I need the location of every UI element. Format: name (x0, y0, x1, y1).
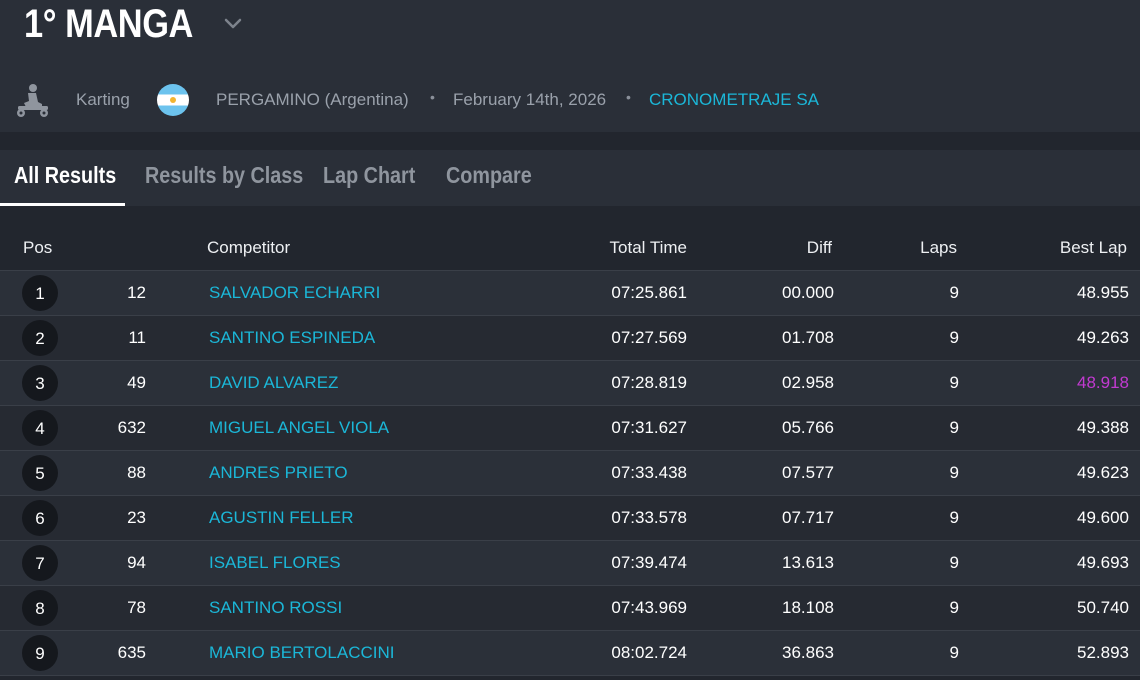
kart-number: 23 (127, 508, 146, 527)
col-total-time[interactable]: Total Time (609, 238, 687, 257)
diff-time: 01.708 (782, 328, 834, 347)
position-badge: 1 (22, 275, 58, 311)
total-time: 08:02.724 (611, 643, 687, 662)
kart-icon (17, 84, 48, 117)
laps-count: 9 (949, 283, 959, 302)
position-badge: 7 (22, 545, 58, 581)
laps-count: 9 (949, 418, 959, 437)
table-row[interactable]: 4 632 MIGUEL ANGEL VIOLA 07:31.627 05.766 9 49… (0, 406, 1140, 451)
laps-count: 9 (949, 598, 959, 617)
competitor-link[interactable]: ISABEL FLORES (209, 553, 341, 572)
kart-number: 635 (117, 643, 146, 662)
tab-all-results[interactable]: All Results (14, 162, 117, 188)
meta-separator: • (430, 89, 435, 105)
total-time: 07:33.438 (611, 463, 687, 482)
position-badge: 5 (22, 455, 58, 491)
kart-number: 78 (127, 598, 146, 617)
diff-time: 02.958 (782, 373, 834, 392)
laps-count: 9 (949, 328, 959, 347)
diff-time: 13.613 (782, 553, 834, 572)
laps-count: 9 (949, 643, 959, 662)
table-row[interactable]: 3 49 DAVID ALVAREZ 07:28.819 02.958 9 48.918 (0, 361, 1140, 406)
total-time: 07:33.578 (611, 508, 687, 527)
diff-time: 05.766 (782, 418, 834, 437)
col-pos[interactable]: Pos (23, 238, 53, 257)
position-badge: 8 (22, 590, 58, 626)
kart-number: 88 (127, 463, 146, 482)
location-label: PERGAMINO (Argentina) (216, 90, 409, 109)
tab-results-by-class[interactable]: Results by Class (145, 162, 304, 188)
total-time: 07:25.861 (611, 283, 687, 302)
header-spacer (0, 132, 1140, 150)
competitor-link[interactable]: MARIO BERTOLACCINI (209, 643, 395, 662)
meta-separator: • (626, 89, 631, 105)
total-time: 07:28.819 (611, 373, 687, 392)
event-header: 1° MANGA Karting PERGAMINO (Argentina) •… (0, 0, 1140, 132)
position-badge: 6 (22, 500, 58, 536)
results-tabs: All Results Results by Class Lap Chart C… (0, 150, 1140, 206)
competitor-link[interactable]: SANTINO ESPINEDA (209, 328, 376, 347)
kart-number: 11 (128, 328, 146, 347)
table-row[interactable]: 9 635 MARIO BERTOLACCINI 08:02.724 36.863 9 52… (0, 631, 1140, 676)
best-lap-time: 49.388 (1077, 418, 1129, 437)
best-lap-time: 48.955 (1077, 283, 1129, 302)
table-row[interactable]: 1 12 SALVADOR ECHARRI 07:25.861 00.000 9 48.95… (0, 271, 1140, 316)
col-best-lap[interactable]: Best Lap (1059, 238, 1127, 257)
table-row[interactable]: 5 88 ANDRES PRIETO 07:33.438 07.577 9 49.623 (0, 451, 1140, 496)
table-row[interactable]: 8 78 SANTINO ROSSI 07:43.969 18.108 9 50.740 (0, 586, 1140, 631)
competitor-link[interactable]: AGUSTIN FELLER (209, 508, 354, 527)
col-competitor[interactable]: Competitor (207, 238, 291, 257)
total-time: 07:43.969 (611, 598, 687, 617)
total-time: 07:39.474 (611, 553, 687, 572)
position-badge: 9 (22, 635, 58, 671)
table-row[interactable]: 7 94 ISABEL FLORES 07:39.474 13.613 9 49.693 (0, 541, 1140, 586)
kart-number: 12 (127, 283, 146, 302)
page-title: 1° MANGA (24, 2, 193, 46)
kart-number: 94 (127, 553, 146, 572)
diff-time: 18.108 (782, 598, 834, 617)
laps-count: 9 (949, 373, 959, 392)
col-diff[interactable]: Diff (806, 238, 832, 257)
best-lap-time: 52.893 (1077, 643, 1129, 662)
laps-count: 9 (949, 508, 959, 527)
table-header: Pos Competitor Total Time Diff Laps Best… (0, 226, 1140, 271)
best-lap-time: 49.600 (1077, 508, 1129, 527)
best-lap-time: 49.623 (1077, 463, 1129, 482)
competitor-link[interactable]: SALVADOR ECHARRI (209, 283, 381, 302)
col-laps[interactable]: Laps (920, 238, 957, 257)
competitor-link[interactable]: SANTINO ROSSI (209, 598, 343, 617)
competitor-link[interactable]: ANDRES PRIETO (209, 463, 348, 482)
total-time: 07:31.627 (611, 418, 687, 437)
tab-lap-chart[interactable]: Lap Chart (323, 162, 416, 188)
best-lap-time: 49.263 (1077, 328, 1129, 347)
organizer-link[interactable]: CRONOMETRAJE SA (649, 90, 820, 109)
position-badge: 2 (22, 320, 58, 356)
competitor-link[interactable]: MIGUEL ANGEL VIOLA (209, 418, 390, 437)
sport-label: Karting (76, 90, 130, 109)
best-lap-time: 49.693 (1077, 553, 1129, 572)
diff-time: 36.863 (782, 643, 834, 662)
table-row[interactable]: 6 23 AGUSTIN FELLER 07:33.578 07.717 9 49.600 (0, 496, 1140, 541)
diff-time: 00.000 (782, 283, 834, 302)
laps-count: 9 (949, 463, 959, 482)
active-tab-indicator (0, 203, 125, 206)
total-time: 07:27.569 (611, 328, 687, 347)
laps-count: 9 (949, 553, 959, 572)
best-lap-time: 48.918 (1077, 373, 1129, 392)
diff-time: 07.717 (782, 508, 834, 527)
event-meta: Karting PERGAMINO (Argentina) • February… (0, 78, 1140, 122)
table-row[interactable]: 2 11 SANTINO ESPINEDA 07:27.569 01.708 9 49.26… (0, 316, 1140, 361)
tab-compare[interactable]: Compare (446, 162, 532, 188)
kart-number: 49 (127, 373, 146, 392)
diff-time: 07.577 (782, 463, 834, 482)
position-badge: 3 (22, 365, 58, 401)
best-lap-time: 50.740 (1077, 598, 1129, 617)
kart-number: 632 (117, 418, 146, 437)
results-table: 1 12 SALVADOR ECHARRI 07:25.861 00.000 9 48.95… (0, 271, 1140, 676)
date-label: February 14th, 2026 (453, 90, 607, 109)
argentina-flag-icon (157, 84, 189, 116)
position-badge: 4 (22, 410, 58, 446)
chevron-down-icon[interactable] (222, 12, 244, 34)
competitor-link[interactable]: DAVID ALVAREZ (209, 373, 339, 392)
